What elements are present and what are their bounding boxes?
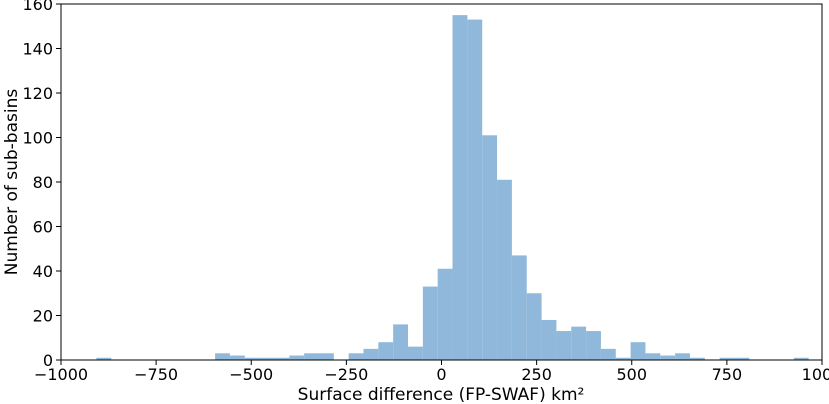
y-tick-label: 80 <box>33 173 53 192</box>
y-axis-title: Number of sub-basins <box>2 89 22 276</box>
histogram-bar <box>660 355 676 360</box>
x-axis-title: Surface difference (FP-SWAF) km² <box>298 385 585 404</box>
histogram-bar <box>452 15 468 361</box>
histogram-bar <box>408 346 423 360</box>
x-tick-label: 500 <box>616 365 647 384</box>
histogram-bar <box>586 331 601 360</box>
x-tick-label: −1000 <box>34 365 88 384</box>
histogram-bar <box>422 286 438 360</box>
histogram-bar <box>378 342 394 360</box>
x-tick-label: 1000 <box>802 365 829 384</box>
histogram-bar <box>318 353 334 360</box>
histogram-bar <box>215 353 230 360</box>
histogram-bar <box>437 268 453 360</box>
y-tick-label: 160 <box>22 0 53 14</box>
x-tick-label: 750 <box>712 365 743 384</box>
x-tick-label: 250 <box>521 365 552 384</box>
y-tick-label: 20 <box>33 307 53 326</box>
histogram-bar <box>793 357 809 360</box>
x-tick-label: 0 <box>436 365 446 384</box>
x-axis: −1000 −750 −500 −250 0 250 500 750 1000 <box>34 360 829 384</box>
y-tick-label: 40 <box>33 262 53 281</box>
histogram-bar <box>274 357 290 360</box>
histogram-bar <box>304 353 319 360</box>
x-tick-label: −500 <box>229 365 273 384</box>
histogram-bar <box>734 357 750 360</box>
histogram-bar <box>600 348 616 361</box>
histogram-bar <box>482 135 498 360</box>
histogram-bar <box>229 355 245 360</box>
histogram-bar <box>645 353 661 360</box>
histogram-bar <box>541 319 557 360</box>
histogram-bar <box>571 326 587 361</box>
y-tick-label: 0 <box>43 351 53 370</box>
histogram-bar <box>289 355 305 360</box>
histogram-bar <box>348 353 364 360</box>
histogram-bar <box>675 353 690 360</box>
histogram-bar <box>259 357 275 360</box>
y-tick-label: 120 <box>22 84 53 103</box>
bars-group <box>96 15 809 361</box>
y-tick-label: 100 <box>22 129 53 148</box>
histogram-bar <box>511 255 527 360</box>
x-tick-label: −750 <box>134 365 178 384</box>
histogram-bar <box>615 357 631 360</box>
histogram-bar <box>244 357 260 360</box>
histogram-bar <box>363 348 379 361</box>
histogram-bar <box>393 324 409 360</box>
histogram-bar <box>96 357 112 360</box>
histogram-bar <box>630 342 646 360</box>
histogram-bar <box>526 293 542 360</box>
x-tick-label: −250 <box>324 365 368 384</box>
y-tick-label: 60 <box>33 218 53 237</box>
histogram-bar <box>556 331 572 360</box>
histogram-bar <box>689 357 705 360</box>
histogram-bar <box>497 179 512 360</box>
y-tick-label: 140 <box>22 40 53 59</box>
histogram-bar <box>467 19 483 360</box>
histogram-bar <box>719 357 735 360</box>
y-axis: 0 20 40 60 80 100 120 140 160 <box>22 0 61 370</box>
